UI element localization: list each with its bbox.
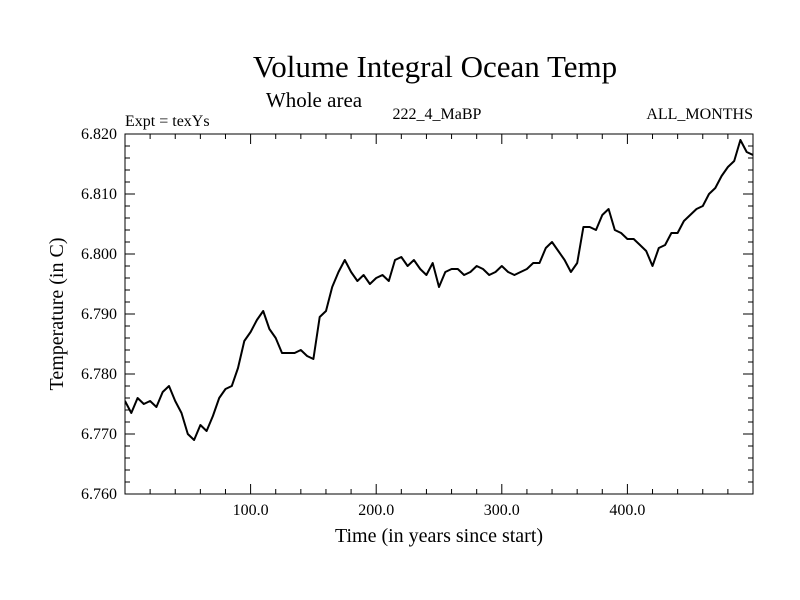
chart-title: Volume Integral Ocean Temp: [253, 49, 617, 84]
x-tick-label: 100.0: [233, 502, 269, 519]
chart-subtitle: Whole area: [266, 88, 363, 112]
header-right-label: ALL_MONTHS: [646, 106, 753, 123]
y-tick-label: 6.790: [81, 306, 117, 323]
y-tick-label: 6.810: [81, 186, 117, 203]
header-left-label: Expt = texYs: [125, 113, 210, 130]
series-layer: [125, 139, 753, 441]
x-axis-label: Time (in years since start): [335, 525, 543, 547]
plot-frame: [124, 133, 754, 495]
y-axis-ticks: 6.760 6.770 6.780 6.790 6.800 6.810 6.820: [81, 126, 753, 503]
x-tick-label: 400.0: [609, 502, 645, 519]
y-axis-label: Temperature (in C): [46, 238, 68, 391]
y-tick-label: 6.760: [81, 486, 117, 503]
x-axis-ticks: 100.0 200.0 300.0 400.0: [233, 134, 645, 519]
y-minor-ticks: [125, 145, 753, 483]
x-tick-label: 200.0: [358, 502, 394, 519]
x-minor-ticks: [149, 134, 729, 494]
y-tick-label: 6.770: [81, 426, 117, 443]
x-tick-label: 300.0: [484, 502, 520, 519]
y-tick-label: 6.780: [81, 366, 117, 383]
series-line: [125, 139, 753, 441]
header-center-label: 222_4_MaBP: [393, 106, 482, 123]
y-tick-label: 6.800: [81, 246, 117, 263]
y-tick-label: 6.820: [81, 126, 117, 143]
